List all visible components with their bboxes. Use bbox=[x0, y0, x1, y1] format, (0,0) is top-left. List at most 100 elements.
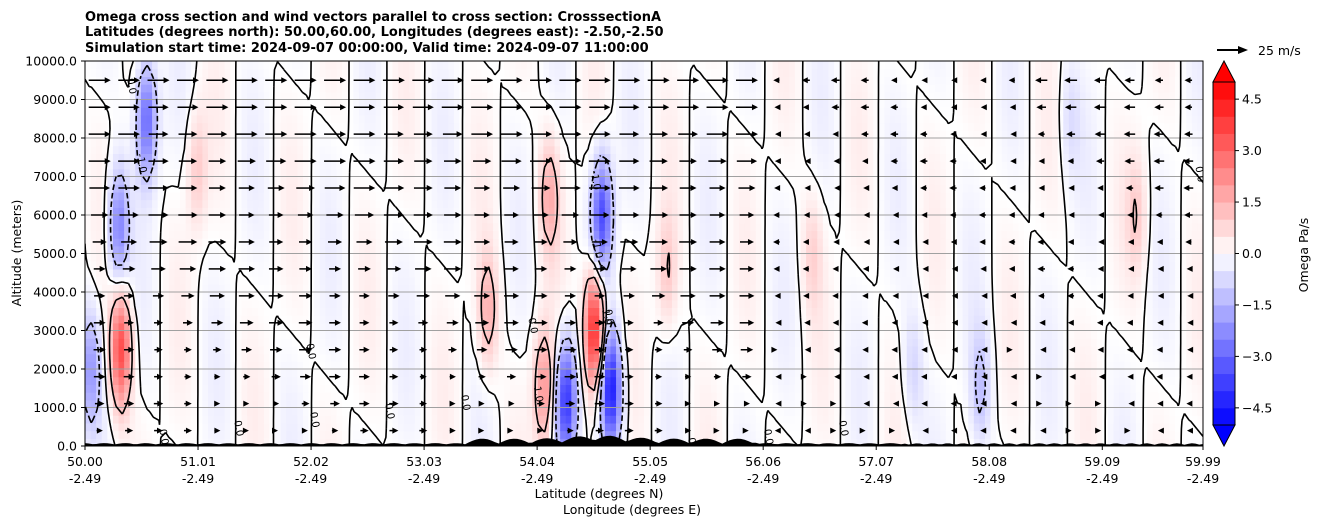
omega-cell bbox=[358, 153, 366, 162]
omega-cell bbox=[526, 330, 533, 339]
omega-cell bbox=[571, 68, 578, 77]
omega-cell bbox=[476, 330, 483, 339]
omega-cell bbox=[504, 392, 511, 401]
omega-cell bbox=[146, 430, 153, 439]
omega-cell bbox=[118, 338, 125, 347]
omega-cell bbox=[504, 245, 511, 255]
omega-cell bbox=[453, 330, 461, 339]
omega-cell bbox=[180, 345, 187, 355]
omega-cell bbox=[476, 299, 483, 308]
omega-cell bbox=[453, 199, 461, 208]
omega-cell bbox=[370, 353, 377, 362]
omega-cell bbox=[493, 322, 500, 332]
omega-cell bbox=[588, 376, 595, 385]
omega-cell bbox=[465, 292, 472, 301]
omega-cell bbox=[638, 253, 645, 262]
omega-cell bbox=[498, 361, 505, 370]
omega-cell bbox=[241, 107, 248, 116]
omega-cell bbox=[493, 353, 500, 362]
omega-cell bbox=[554, 407, 561, 416]
omega-cell bbox=[498, 91, 505, 101]
omega-cell bbox=[342, 215, 349, 224]
omega-cell bbox=[420, 199, 427, 208]
omega-cell bbox=[565, 315, 572, 324]
omega-cell bbox=[453, 253, 461, 262]
omega-cell bbox=[358, 315, 366, 324]
omega-cell bbox=[213, 315, 220, 324]
omega-cell bbox=[403, 253, 410, 262]
omega-cell bbox=[146, 384, 153, 393]
omega-cell bbox=[319, 307, 326, 316]
omega-cell bbox=[342, 376, 349, 385]
omega-cell bbox=[465, 230, 472, 239]
omega-cell bbox=[448, 122, 455, 131]
omega-cell bbox=[135, 261, 142, 270]
omega-cell bbox=[213, 176, 220, 185]
omega-cell bbox=[291, 315, 299, 324]
omega-cell bbox=[263, 276, 271, 285]
omega-cell bbox=[476, 99, 483, 108]
omega-cell bbox=[291, 261, 299, 270]
omega-cell bbox=[129, 253, 136, 262]
omega-cell bbox=[269, 407, 276, 416]
omega-cell bbox=[448, 261, 455, 270]
omega-cell bbox=[481, 361, 489, 370]
omega-cell bbox=[627, 114, 634, 124]
omega-cell bbox=[96, 407, 103, 416]
omega-cell bbox=[437, 207, 444, 216]
omega-cell bbox=[269, 392, 276, 401]
omega-cell bbox=[565, 268, 572, 278]
omega-cell bbox=[604, 422, 612, 432]
omega-cell bbox=[213, 430, 220, 439]
omega-cell bbox=[213, 307, 220, 316]
omega-cell bbox=[554, 238, 561, 247]
omega-cell bbox=[275, 299, 282, 308]
omega-cell bbox=[453, 207, 461, 216]
omega-cell bbox=[493, 91, 500, 101]
omega-cell bbox=[398, 415, 405, 424]
omega-cell bbox=[101, 330, 108, 339]
omega-cell bbox=[174, 261, 181, 270]
omega-cell bbox=[314, 176, 321, 185]
omega-cell bbox=[163, 245, 170, 255]
omega-cell bbox=[207, 384, 215, 393]
omega-cell bbox=[616, 207, 623, 216]
omega-cell bbox=[230, 168, 237, 178]
omega-cell bbox=[548, 399, 556, 409]
omega-cell bbox=[286, 261, 293, 270]
omega-cell bbox=[532, 91, 539, 101]
omega-cell bbox=[414, 153, 421, 162]
omega-cell bbox=[638, 299, 645, 308]
omega-cell bbox=[509, 268, 517, 278]
omega-cell bbox=[493, 153, 500, 162]
omega-cell bbox=[448, 276, 455, 285]
omega-cell bbox=[129, 322, 136, 332]
omega-cell bbox=[604, 276, 612, 285]
omega-cell bbox=[124, 322, 131, 332]
omega-cell bbox=[107, 438, 114, 446]
omega-cell bbox=[269, 168, 276, 178]
omega-cell bbox=[291, 369, 299, 378]
omega-cell bbox=[487, 107, 494, 116]
omega-cell bbox=[140, 399, 148, 409]
omega-cell bbox=[275, 369, 282, 378]
omega-cell bbox=[599, 107, 606, 116]
omega-cell bbox=[96, 307, 103, 316]
omega-cell bbox=[420, 107, 427, 116]
omega-cell bbox=[571, 107, 578, 116]
omega-cell bbox=[180, 122, 187, 131]
omega-cell bbox=[207, 369, 215, 378]
omega-cell bbox=[353, 91, 360, 101]
omega-cell bbox=[476, 353, 483, 362]
omega-cell bbox=[152, 276, 159, 285]
omega-cell bbox=[420, 361, 427, 370]
omega-cell bbox=[370, 245, 377, 255]
omega-cell bbox=[224, 438, 231, 446]
omega-cell bbox=[632, 215, 640, 224]
omega-cell bbox=[403, 199, 410, 208]
omega-cell bbox=[275, 138, 282, 147]
omega-cell bbox=[470, 176, 477, 185]
omega-cell bbox=[398, 61, 405, 70]
omega-cell bbox=[303, 284, 310, 293]
omega-cell bbox=[509, 176, 517, 185]
